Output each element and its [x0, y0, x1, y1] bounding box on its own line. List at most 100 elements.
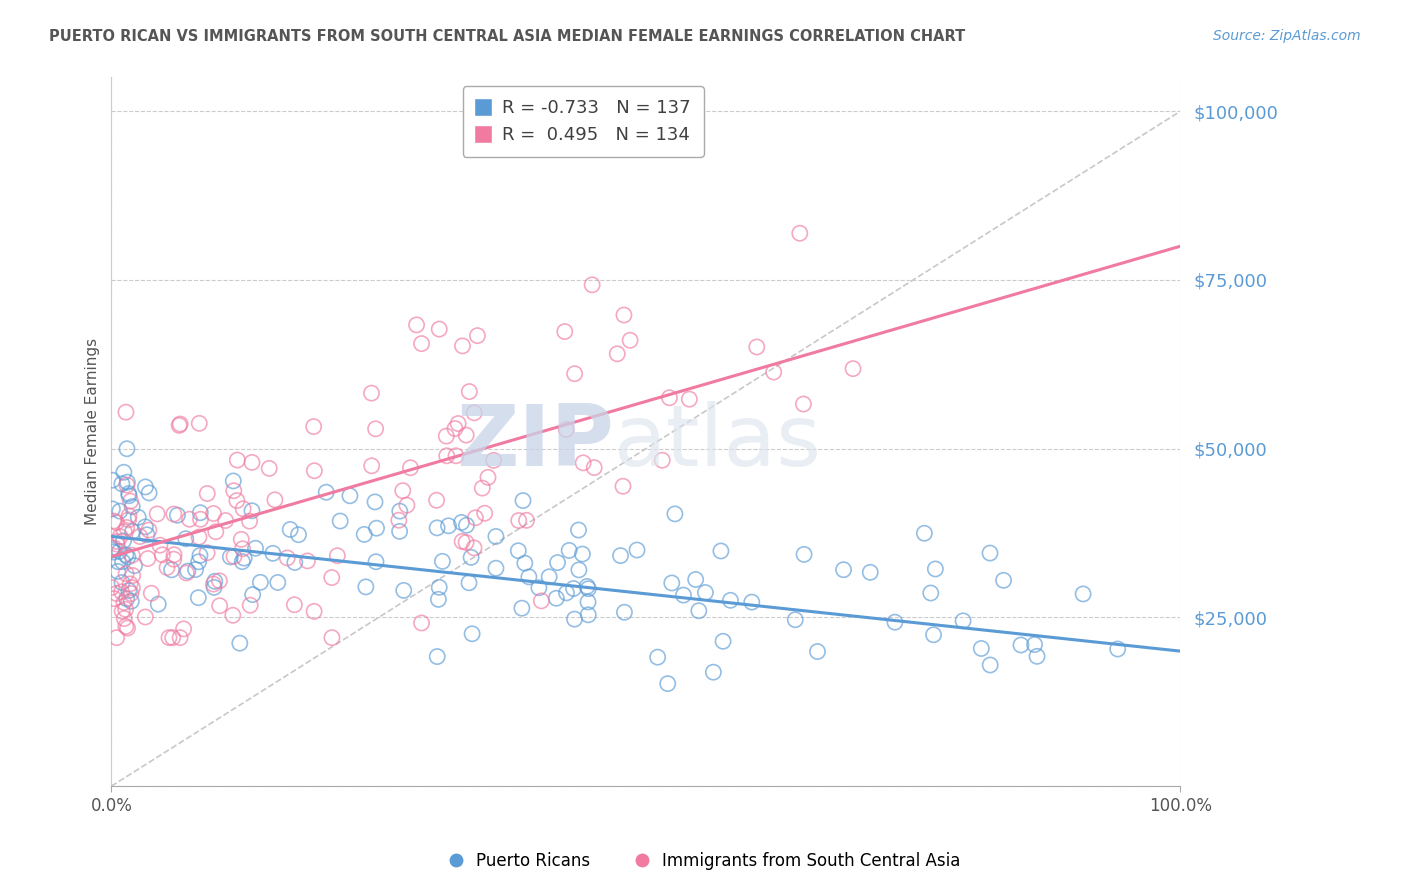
Point [195, 486, 218, 500]
Point [832, 563, 855, 577]
Point [392, 583, 415, 598]
Point [214, 514, 236, 528]
Point [793, 548, 815, 562]
Point [546, 591, 568, 606]
Point [426, 493, 449, 508]
Point [366, 521, 388, 535]
Point [174, 532, 197, 546]
Point [187, 530, 209, 544]
Point [463, 541, 485, 555]
Point [924, 562, 946, 576]
Point [859, 566, 882, 580]
Point [658, 391, 681, 405]
Point [115, 520, 138, 534]
Point [202, 507, 225, 521]
Point [508, 543, 530, 558]
Point [163, 552, 186, 566]
Point [103, 545, 125, 559]
Point [688, 604, 710, 618]
Point [1026, 649, 1049, 664]
Point [388, 513, 411, 527]
Point [450, 516, 472, 530]
Point [1071, 587, 1094, 601]
Point [134, 610, 156, 624]
Point [576, 579, 599, 593]
Point [360, 458, 382, 473]
Point [134, 480, 156, 494]
Point [647, 650, 669, 665]
Point [842, 361, 865, 376]
Point [283, 598, 305, 612]
Point [117, 549, 139, 564]
Point [136, 528, 159, 542]
Point [231, 555, 253, 569]
Point [395, 498, 418, 512]
Point [179, 512, 201, 526]
Point [112, 465, 135, 479]
Point [120, 586, 142, 600]
Point [105, 534, 128, 549]
Point [785, 613, 807, 627]
Point [613, 308, 636, 322]
Point [527, 581, 550, 595]
Point [702, 665, 724, 680]
Point [426, 521, 449, 535]
Point [249, 575, 271, 590]
Point [583, 460, 606, 475]
Point [219, 549, 242, 564]
Point [190, 512, 212, 526]
Point [364, 495, 387, 509]
Point [222, 483, 245, 498]
Point [167, 418, 190, 433]
Point [657, 676, 679, 690]
Point [163, 507, 186, 521]
Point [120, 594, 142, 608]
Point [100, 543, 122, 558]
Point [460, 550, 482, 565]
Point [287, 527, 309, 541]
Point [121, 568, 143, 582]
Point [262, 546, 284, 560]
Point [297, 554, 319, 568]
Point [107, 565, 129, 579]
Point [169, 631, 191, 645]
Point [451, 534, 474, 549]
Point [101, 541, 124, 556]
Point [111, 476, 134, 491]
Point [112, 533, 135, 548]
Point [141, 586, 163, 600]
Text: PUERTO RICAN VS IMMIGRANTS FROM SOUTH CENTRAL ASIA MEDIAN FEMALE EARNINGS CORREL: PUERTO RICAN VS IMMIGRANTS FROM SOUTH CE… [49, 29, 966, 45]
Point [555, 586, 578, 600]
Point [136, 551, 159, 566]
Point [451, 339, 474, 353]
Point [128, 529, 150, 543]
Point [187, 555, 209, 569]
Point [101, 502, 124, 516]
Point [326, 549, 349, 563]
Point [678, 392, 700, 406]
Point [103, 514, 125, 528]
Point [922, 628, 945, 642]
Point [1024, 638, 1046, 652]
Point [463, 406, 485, 420]
Point [745, 340, 768, 354]
Point [315, 485, 337, 500]
Point [538, 570, 561, 584]
Point [562, 582, 585, 596]
Point [427, 580, 450, 594]
Point [163, 548, 186, 562]
Point [188, 549, 211, 563]
Point [912, 526, 935, 541]
Point [979, 546, 1001, 560]
Point [177, 564, 200, 578]
Point [118, 508, 141, 523]
Point [558, 543, 581, 558]
Point [222, 549, 245, 564]
Point [792, 397, 814, 411]
Text: Source: ZipAtlas.com: Source: ZipAtlas.com [1213, 29, 1361, 44]
Point [411, 615, 433, 630]
Point [208, 574, 231, 588]
Point [108, 544, 131, 558]
Point [239, 598, 262, 612]
Point [240, 504, 263, 518]
